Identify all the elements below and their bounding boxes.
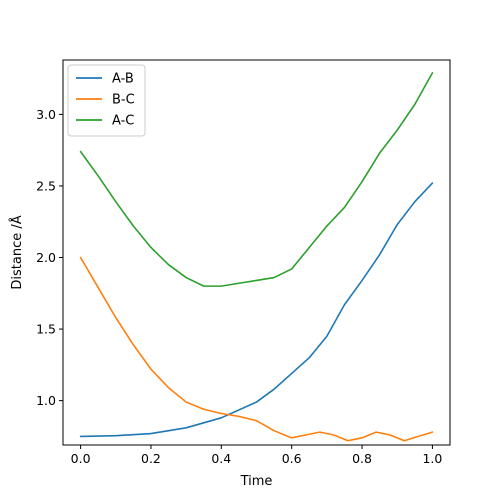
y-tick-label: 2.5: [36, 178, 56, 193]
legend-label-a-c: A-C: [112, 114, 134, 129]
y-tick-label: 1.5: [36, 322, 56, 337]
legend-label-b-c: B-C: [112, 93, 135, 108]
y-tick-label: 3.0: [36, 107, 56, 122]
legend-label-a-b: A-B: [112, 72, 134, 87]
x-tick-label: 0.0: [71, 451, 91, 466]
legend: A-B B-C A-C: [68, 65, 145, 136]
y-tick-label: 2.0: [36, 250, 56, 265]
x-tick-label: 1.0: [422, 451, 442, 466]
y-tick-label: 1.0: [36, 393, 56, 408]
x-axis-label: Time: [240, 474, 273, 489]
x-tick-label: 0.2: [141, 451, 161, 466]
x-tick-label: 0.8: [352, 451, 372, 466]
y-axis-label: Distance /Å: [9, 215, 25, 289]
x-tick-label: 0.4: [211, 451, 231, 466]
x-tick-label: 0.6: [282, 451, 302, 466]
